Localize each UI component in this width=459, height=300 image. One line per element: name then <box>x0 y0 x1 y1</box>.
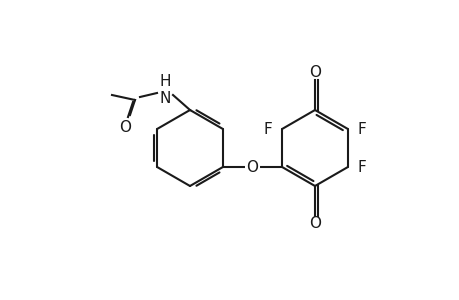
Text: F: F <box>357 160 366 175</box>
Text: F: F <box>357 122 366 136</box>
Text: O: O <box>119 119 131 134</box>
Text: O: O <box>308 217 320 232</box>
Text: F: F <box>263 122 272 136</box>
Text: O: O <box>246 160 258 175</box>
Text: O: O <box>308 64 320 80</box>
Text: H
N: H N <box>159 74 170 106</box>
